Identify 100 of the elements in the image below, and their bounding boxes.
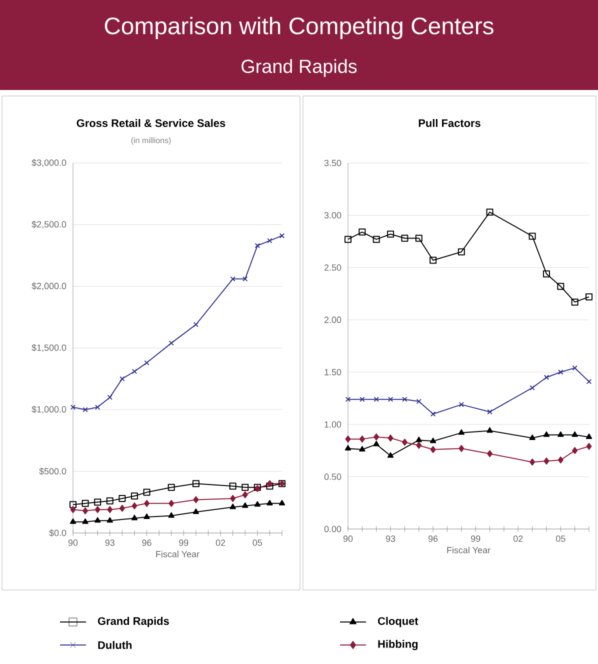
point: [193, 322, 199, 328]
y-tick-label: $500.0: [39, 468, 66, 475]
y-tick-label: $2,000.0: [32, 282, 66, 290]
point: [544, 374, 550, 380]
x-tick-label: 05: [252, 540, 262, 546]
y-tick-label: $1,500.0: [32, 344, 66, 352]
point: [144, 360, 150, 366]
point: [344, 444, 352, 450]
point: [242, 484, 249, 491]
point: [192, 508, 200, 514]
point: [130, 492, 138, 500]
point: [586, 293, 593, 300]
point: [372, 236, 380, 243]
point: [82, 500, 89, 507]
point: [572, 447, 578, 454]
point: [572, 365, 578, 371]
point: [458, 444, 464, 452]
x-tick-label: 90: [343, 536, 353, 542]
y-tick-label: 1.00: [324, 421, 342, 428]
point: [94, 506, 100, 514]
point: [229, 482, 236, 490]
point: [230, 504, 236, 510]
point: [107, 506, 113, 514]
point: [416, 442, 422, 449]
legend-label: Cloquet: [378, 616, 418, 628]
y-tick-label: $2,500.0: [32, 220, 66, 229]
x-tick-label: 99: [471, 536, 480, 542]
point: [242, 491, 248, 498]
point: [359, 446, 366, 452]
chart-title: Gross Retail & Service Sales: [76, 118, 226, 128]
point: [458, 402, 464, 408]
point: [430, 446, 436, 454]
x-tick-label: 93: [105, 540, 114, 546]
y-tick-label: $3,000.0: [32, 159, 66, 167]
point: [230, 494, 236, 502]
point: [267, 238, 272, 244]
point: [486, 208, 494, 216]
point: [192, 480, 200, 488]
legend-label: Grand Rapids: [98, 616, 169, 628]
point: [193, 496, 199, 504]
point: [558, 370, 564, 375]
point: [543, 431, 550, 437]
point: [106, 517, 113, 523]
legend-label: Duluth: [98, 640, 132, 650]
point: [70, 518, 76, 524]
point: [374, 433, 380, 440]
point: [572, 431, 578, 437]
point: [373, 440, 380, 446]
point: [402, 396, 408, 402]
x-axis-title: Fiscal Year: [447, 546, 490, 554]
point: [144, 513, 150, 519]
point: [168, 340, 174, 346]
point: [94, 498, 102, 506]
point: [132, 368, 138, 374]
point: [345, 436, 351, 443]
point: [586, 433, 592, 439]
y-tick-label: 0.50: [324, 474, 342, 480]
text: Grand Rapids: [242, 59, 357, 77]
point: [144, 500, 150, 507]
point: [430, 411, 436, 417]
point: [82, 407, 88, 412]
x-tick-label: 93: [386, 536, 396, 542]
chart-title: Pull Factors: [418, 118, 480, 128]
point: [430, 256, 437, 264]
point: [530, 385, 535, 390]
point: [416, 436, 422, 442]
point: [143, 488, 150, 496]
y-tick-label: 3.00: [324, 212, 342, 218]
point: [120, 376, 125, 382]
point: [558, 456, 564, 464]
x-tick-label: 99: [179, 540, 188, 546]
point: [486, 427, 493, 433]
x-axis-title: Fiscal Year: [156, 550, 200, 558]
x-tick-label: 02: [513, 536, 523, 542]
point: [94, 404, 100, 410]
point: [106, 497, 114, 504]
point: [278, 500, 286, 506]
y-tick-label: 2.50: [324, 264, 342, 271]
x-tick-label: 96: [428, 536, 438, 542]
point: [402, 438, 408, 446]
point: [530, 458, 536, 466]
legend-label: Hibbing: [378, 640, 418, 650]
point: [168, 512, 174, 518]
point: [118, 494, 126, 502]
point: [387, 452, 394, 458]
point: [82, 518, 88, 524]
point: [544, 458, 550, 465]
y-tick-label: 1.50: [324, 368, 342, 376]
point: [242, 276, 248, 282]
point: [70, 506, 76, 514]
y-tick-label: $0.0: [49, 529, 66, 537]
point: [344, 236, 352, 243]
point: [131, 514, 138, 520]
point: [266, 482, 274, 490]
point: [487, 450, 493, 458]
point: [529, 434, 536, 440]
point: [107, 394, 113, 400]
y-tick-label: 3.50: [324, 160, 342, 166]
point: [401, 234, 408, 242]
text: Comparison with Competing Centers: [104, 16, 494, 40]
